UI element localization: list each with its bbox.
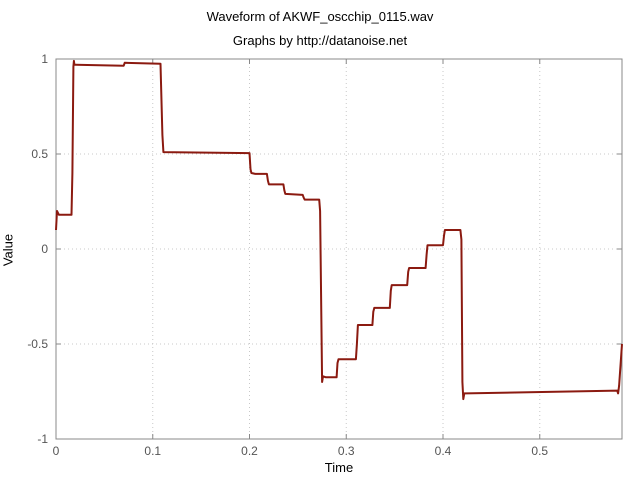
- y-tick-label: 0: [41, 242, 48, 256]
- x-tick-label: 0: [53, 444, 60, 458]
- y-tick-label: 0.5: [31, 147, 48, 161]
- x-tick-label: 0.5: [531, 444, 548, 458]
- x-tick-label: 0.4: [435, 444, 452, 458]
- y-tick-label: -1: [37, 432, 48, 446]
- x-tick-label: 0.1: [144, 444, 161, 458]
- x-tick-label: 0.2: [241, 444, 258, 458]
- grid-lines: [55, 58, 622, 440]
- waveform-line: [55, 59, 623, 401]
- x-tick-label: 0.3: [338, 444, 355, 458]
- y-tick-label: -0.5: [27, 337, 48, 351]
- axis-ticks: 0 0.1 0.2 0.3 0.4 0.5 -1 -0.5 0 0.5 1: [27, 52, 622, 458]
- x-axis-label: Time: [324, 460, 354, 475]
- series-group: [55, 59, 623, 401]
- chart-subtitle: Graphs by http://datanoise.net: [232, 33, 408, 48]
- chart-title: Waveform of AKWF_oscchip_0115.wav: [206, 9, 434, 24]
- y-axis-label: Value: [0, 233, 16, 267]
- y-tick-label: 1: [41, 52, 48, 66]
